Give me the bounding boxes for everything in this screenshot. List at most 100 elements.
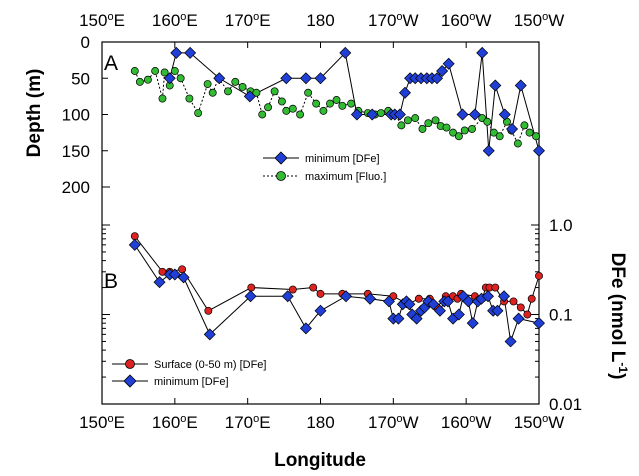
panel-a-fluo-point [442,123,451,132]
panel-a-fluo-point [224,87,232,96]
top-x-tick-label-1: 160oE [152,11,198,30]
panel-a-fluo-point [203,80,212,89]
panel-b-surface-point [527,294,536,303]
plot-frame [101,41,540,405]
panel-a-min-dfe-point [170,46,183,59]
panel-a-min-dfe-point [339,46,352,59]
panel-a-fluo-point [520,121,529,130]
bottom-x-tick-label-5: 160oW [441,413,492,432]
panel-a-fluo-point [158,94,167,103]
panel-a-fluo-point [151,67,160,75]
panel-b-min-point [203,328,216,341]
panel-a-fluo-point [277,97,286,106]
panel-b-min-point [244,290,257,303]
panel-a-fluo-point [319,106,328,115]
top-x-tick-label-4: 170oW [368,11,419,30]
top-x-tick-label-3: 180 [306,11,334,30]
y-axis-title-depth: Depth (m) [24,69,45,158]
bottom-x-tick-label-0: 150oE [79,413,125,432]
panel-a-min-dfe-point [398,86,411,99]
panel-a-fluo-point [397,121,406,130]
panel-a-fluo-point [513,139,522,148]
panel-a-min-dfe-point [184,46,197,59]
panel-a-fluo-point [296,110,305,119]
panel-b-min-point [462,295,475,308]
panel-a-fluo-point [170,67,179,75]
panel-a-fluo-point [258,110,267,119]
panel-a-min-dfe-point [299,72,312,85]
panel-b-label: B [104,270,118,293]
panel-b-surface-point [130,232,139,241]
panel-a-min-dfe-point [533,144,545,157]
panel-a-fluo-point [454,132,463,141]
panel-a-fluo-point [449,128,458,137]
panel-b-min-point [533,317,545,330]
panel-b-surface-point [491,283,500,292]
panel-b-surface-point [509,297,518,306]
panel-b-min-point [128,238,141,251]
panel-b-min-point [339,290,352,303]
panel-a-min-dfe-point [476,46,489,59]
panel-a-fluo-point [312,99,321,108]
panel-a-fluo-point [270,87,279,96]
depth-tick-label-1: 50 [71,69,90,88]
panel-b-surface-point [204,306,213,315]
panel-a-min-dfe-point [442,57,455,70]
panel-b-min-point [504,335,517,348]
panel-a-fluo-point [525,128,534,137]
panel-a-fluo-point [143,75,152,84]
legend-panel-a: minimum [DFe] maximum [Fluo.] [258,147,426,183]
depth-tick-label-3: 150 [62,142,90,161]
panel-a-fluo-point [460,126,469,135]
panel-a-fluo-point [424,119,433,128]
panel-a-fluo-point [208,88,217,97]
panel-a-fluo-point [411,114,420,123]
top-x-tick-label-6: 150oW [514,11,565,30]
panel-a-fluo-point [347,99,356,108]
panel-b-min-point [177,271,190,284]
series-layer [128,46,545,348]
legend-red-circle-icon [125,359,135,369]
panel-a-label: A [104,52,118,75]
panel-b-min-point [382,295,395,308]
panel-b-surface-point [178,265,187,274]
panel-a-fluo-point [431,116,440,125]
panel-a-fluo-point [238,82,247,91]
panel-b-min-point [466,317,479,330]
panel-b-min-point [441,295,454,308]
legend-label-min-dfe: minimum [DFe] [305,153,380,165]
dfe-tick-label-2: 1.0 [549,216,573,235]
panel-b-surface-point [535,271,543,280]
panel-a-fluo-point [377,109,385,118]
panel-a-fluo-point [489,128,498,137]
panel-a-fluo-point [332,96,341,104]
panel-b-min-point [482,290,495,303]
bottom-x-tick-label-2: 170oE [225,413,271,432]
panel-a-min-dfe-point [366,108,379,121]
legend-label-max-fluo: maximum [Fluo.] [305,171,386,183]
dfe-tick-label-1: 0.1 [549,306,573,325]
panel-a-min-dfe-point [393,108,406,121]
dfe-tick-label-0: 0.01 [549,395,582,414]
bottom-x-tick-label-4: 170oW [368,413,419,432]
panel-b-min-point [410,312,423,325]
legend-panel-b: Surface (0-50 m) [DFe] minimum [DFe] [107,354,319,390]
panel-b-min-point [392,312,405,325]
panel-a-fluo-point [135,77,144,86]
panel-a-fluo-point [185,94,194,103]
depth-tick-label-2: 100 [62,106,90,125]
panel-a-min-dfe-point [456,108,469,121]
panel-a-fluo-point [532,132,541,141]
legend-label-surface-dfe: Surface (0-50 m) [DFe] [154,359,266,371]
top-x-tick-label-5: 160oW [441,11,492,30]
top-x-tick-label-2: 170oE [225,11,271,30]
panel-a-fluo-point [231,77,240,86]
depth-tick-label-0: 0 [81,33,90,52]
panel-b-min-point [512,312,525,325]
panel-b-min-point [452,308,465,321]
panel-a-fluo-point [194,109,203,118]
panel-a-fluo-point [252,88,261,97]
panel-b-min-point [427,298,440,311]
panel-a-fluo-point [288,104,297,113]
